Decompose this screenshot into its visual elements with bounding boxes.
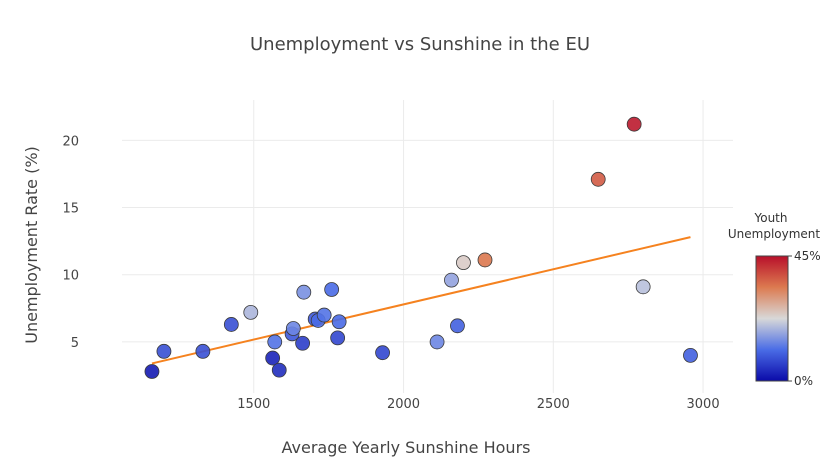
y-tick-label: 20 — [62, 134, 79, 149]
colorbar-max-label: 45% — [794, 249, 821, 263]
points-layer — [144, 116, 698, 379]
data-point[interactable] — [296, 284, 312, 300]
data-point[interactable] — [295, 335, 311, 351]
data-point[interactable] — [265, 350, 281, 366]
data-point[interactable] — [450, 318, 465, 334]
colorbar-title-line2: Unemployment — [728, 227, 821, 241]
x-tick-label: 1500 — [237, 397, 270, 412]
x-axis-title: Average Yearly Sunshine Hours — [282, 438, 531, 457]
data-point[interactable] — [316, 307, 332, 323]
data-point[interactable] — [590, 171, 606, 187]
data-point[interactable] — [156, 343, 172, 359]
data-point[interactable] — [144, 364, 160, 379]
data-point[interactable] — [223, 317, 239, 332]
trendline-layer — [151, 236, 691, 365]
data-point[interactable] — [626, 116, 642, 132]
x-tick-label: 2500 — [537, 397, 570, 412]
data-point[interactable] — [195, 343, 211, 359]
data-point[interactable] — [635, 279, 651, 295]
data-point[interactable] — [444, 272, 459, 288]
data-point[interactable] — [331, 314, 347, 330]
data-point[interactable] — [271, 362, 287, 378]
x-tick-label: 2000 — [387, 397, 420, 412]
data-point[interactable] — [330, 330, 346, 346]
data-point[interactable] — [477, 252, 493, 268]
colorbar-gradient — [755, 255, 789, 382]
colorbar-title-line1: Youth — [754, 211, 788, 225]
y-tick-label: 15 — [62, 202, 79, 217]
colorbar: Youth Unemployment 45% 0% — [728, 211, 821, 388]
data-point[interactable] — [285, 321, 301, 336]
data-point[interactable] — [267, 334, 283, 350]
data-point[interactable] — [375, 345, 390, 361]
data-point[interactable] — [243, 304, 259, 320]
data-point[interactable] — [429, 334, 445, 350]
data-point[interactable] — [324, 282, 340, 297]
y-tick-label: 5 — [71, 336, 79, 351]
gridlines — [122, 100, 733, 393]
data-point[interactable] — [683, 347, 698, 363]
colorbar-min-label: 0% — [794, 374, 813, 388]
tick-labels: 1500 2000 2500 3000 5 10 15 20 — [62, 134, 719, 412]
trendline — [151, 236, 691, 365]
y-tick-label: 10 — [62, 269, 79, 284]
x-tick-label: 3000 — [687, 397, 720, 412]
y-axis-title: Unemployment Rate (%) — [22, 146, 41, 344]
chart-title: Unemployment vs Sunshine in the EU — [250, 34, 590, 55]
data-point[interactable] — [456, 255, 471, 271]
